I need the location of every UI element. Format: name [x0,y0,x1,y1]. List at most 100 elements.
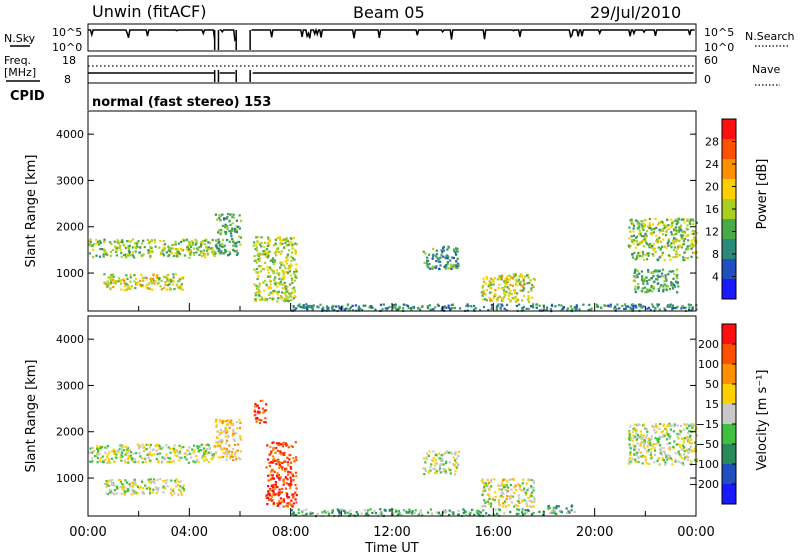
power-pixel [668,270,671,273]
velocity-pixel [309,511,312,514]
power-pixel [648,242,652,245]
power-pixel [643,237,647,240]
power-pixel [684,238,687,241]
power-pixel [607,304,610,307]
velocity-pixel [486,493,489,496]
velocity-pixel [179,480,182,483]
power-pixel [678,226,681,229]
velocity-pixel [123,490,126,493]
power-pixel [495,305,498,308]
power-pixel [99,248,102,251]
power-pixel [287,249,291,252]
velocity-pixel [268,494,272,497]
power-pixel [641,290,644,293]
power-pixel [95,254,98,257]
velocity-pixel [347,512,350,515]
velocity-pixel [457,513,460,517]
velocity-pixel [272,448,275,452]
power-colorbar-swatch [722,239,736,260]
power-pixel [501,299,505,302]
power-pixel [650,228,653,231]
power-pixel [596,305,600,308]
velocity-pixel [277,461,280,464]
velocity-pixel [668,455,671,458]
velocity-pixel [669,424,672,427]
velocity-pixel [220,448,223,451]
velocity-pixel [650,435,653,438]
power-pixel [255,249,259,252]
power-pixel [633,271,636,274]
power-pixel [637,286,640,289]
power-pixel [267,238,270,241]
velocity-pixel [106,456,109,459]
velocity-pixel [479,511,482,514]
power-pixel [217,249,220,252]
velocity-pixel [695,459,698,463]
velocity-pixel [261,399,264,402]
power-pixel [102,253,105,256]
velocity-pixel [683,458,686,461]
power-pixel [492,283,495,286]
velocity-pixel [686,435,689,438]
velocity-pixel [105,492,108,495]
velocity-pixel [193,449,196,452]
velocity-pixel [286,492,289,495]
power-pixel [500,297,504,300]
power-pixel [238,225,241,228]
velocity-pixel [665,438,669,441]
power-pixel [528,297,531,300]
velocity-pixel [365,511,368,514]
velocity-pixel [523,489,526,492]
power-pixel [177,286,180,289]
power-pixel [285,290,288,293]
velocity-pixel [394,508,398,512]
power-pixel [141,284,144,287]
power-pixel [675,252,679,255]
power-pixel [331,305,335,308]
velocity-pixel [435,462,438,465]
velocity-pixel [553,509,556,512]
power-pixel [638,222,641,225]
power-pixel [196,247,199,250]
power-pixel [486,277,489,280]
velocity-pixel [122,445,125,448]
power-pixel [145,286,148,289]
power-pixel [133,280,136,283]
velocity-pixel [148,489,152,492]
power-pixel [89,240,92,243]
power-pixel [125,247,128,250]
power-pixel [512,289,515,292]
power-pixel [281,278,284,281]
power-pixel [456,250,459,253]
power-pixel [687,303,690,306]
velocity-pixel [172,488,175,491]
velocity-pixel [108,479,111,482]
velocity-colorbar-tick-label: −15 [696,418,719,431]
power-pixel [667,227,670,230]
power-pixel [692,252,695,255]
velocity-pixel [286,502,289,505]
power-pixel [149,277,152,280]
velocity-pixel [488,497,491,500]
power-pixel [670,225,673,228]
power-pixel [652,287,655,290]
power-pixel [465,305,468,308]
velocity-pixel [641,462,644,465]
power-pixel [120,255,123,258]
velocity-pixel [212,453,215,456]
power-pixel [529,305,533,308]
power-pixel [348,307,351,310]
velocity-pixel [275,474,279,477]
velocity-pixel [119,480,122,483]
power-pixel [292,236,295,240]
velocity-pixel [129,454,132,457]
velocity-pixel [277,476,280,480]
power-pixel [267,293,270,296]
power-pixel [595,303,599,306]
power-pixel [643,279,646,282]
power-pixel [269,266,272,269]
velocity-pixel [670,424,673,427]
power-pixel [633,275,636,278]
power-pixel [645,280,649,283]
power-pixel [661,272,664,275]
